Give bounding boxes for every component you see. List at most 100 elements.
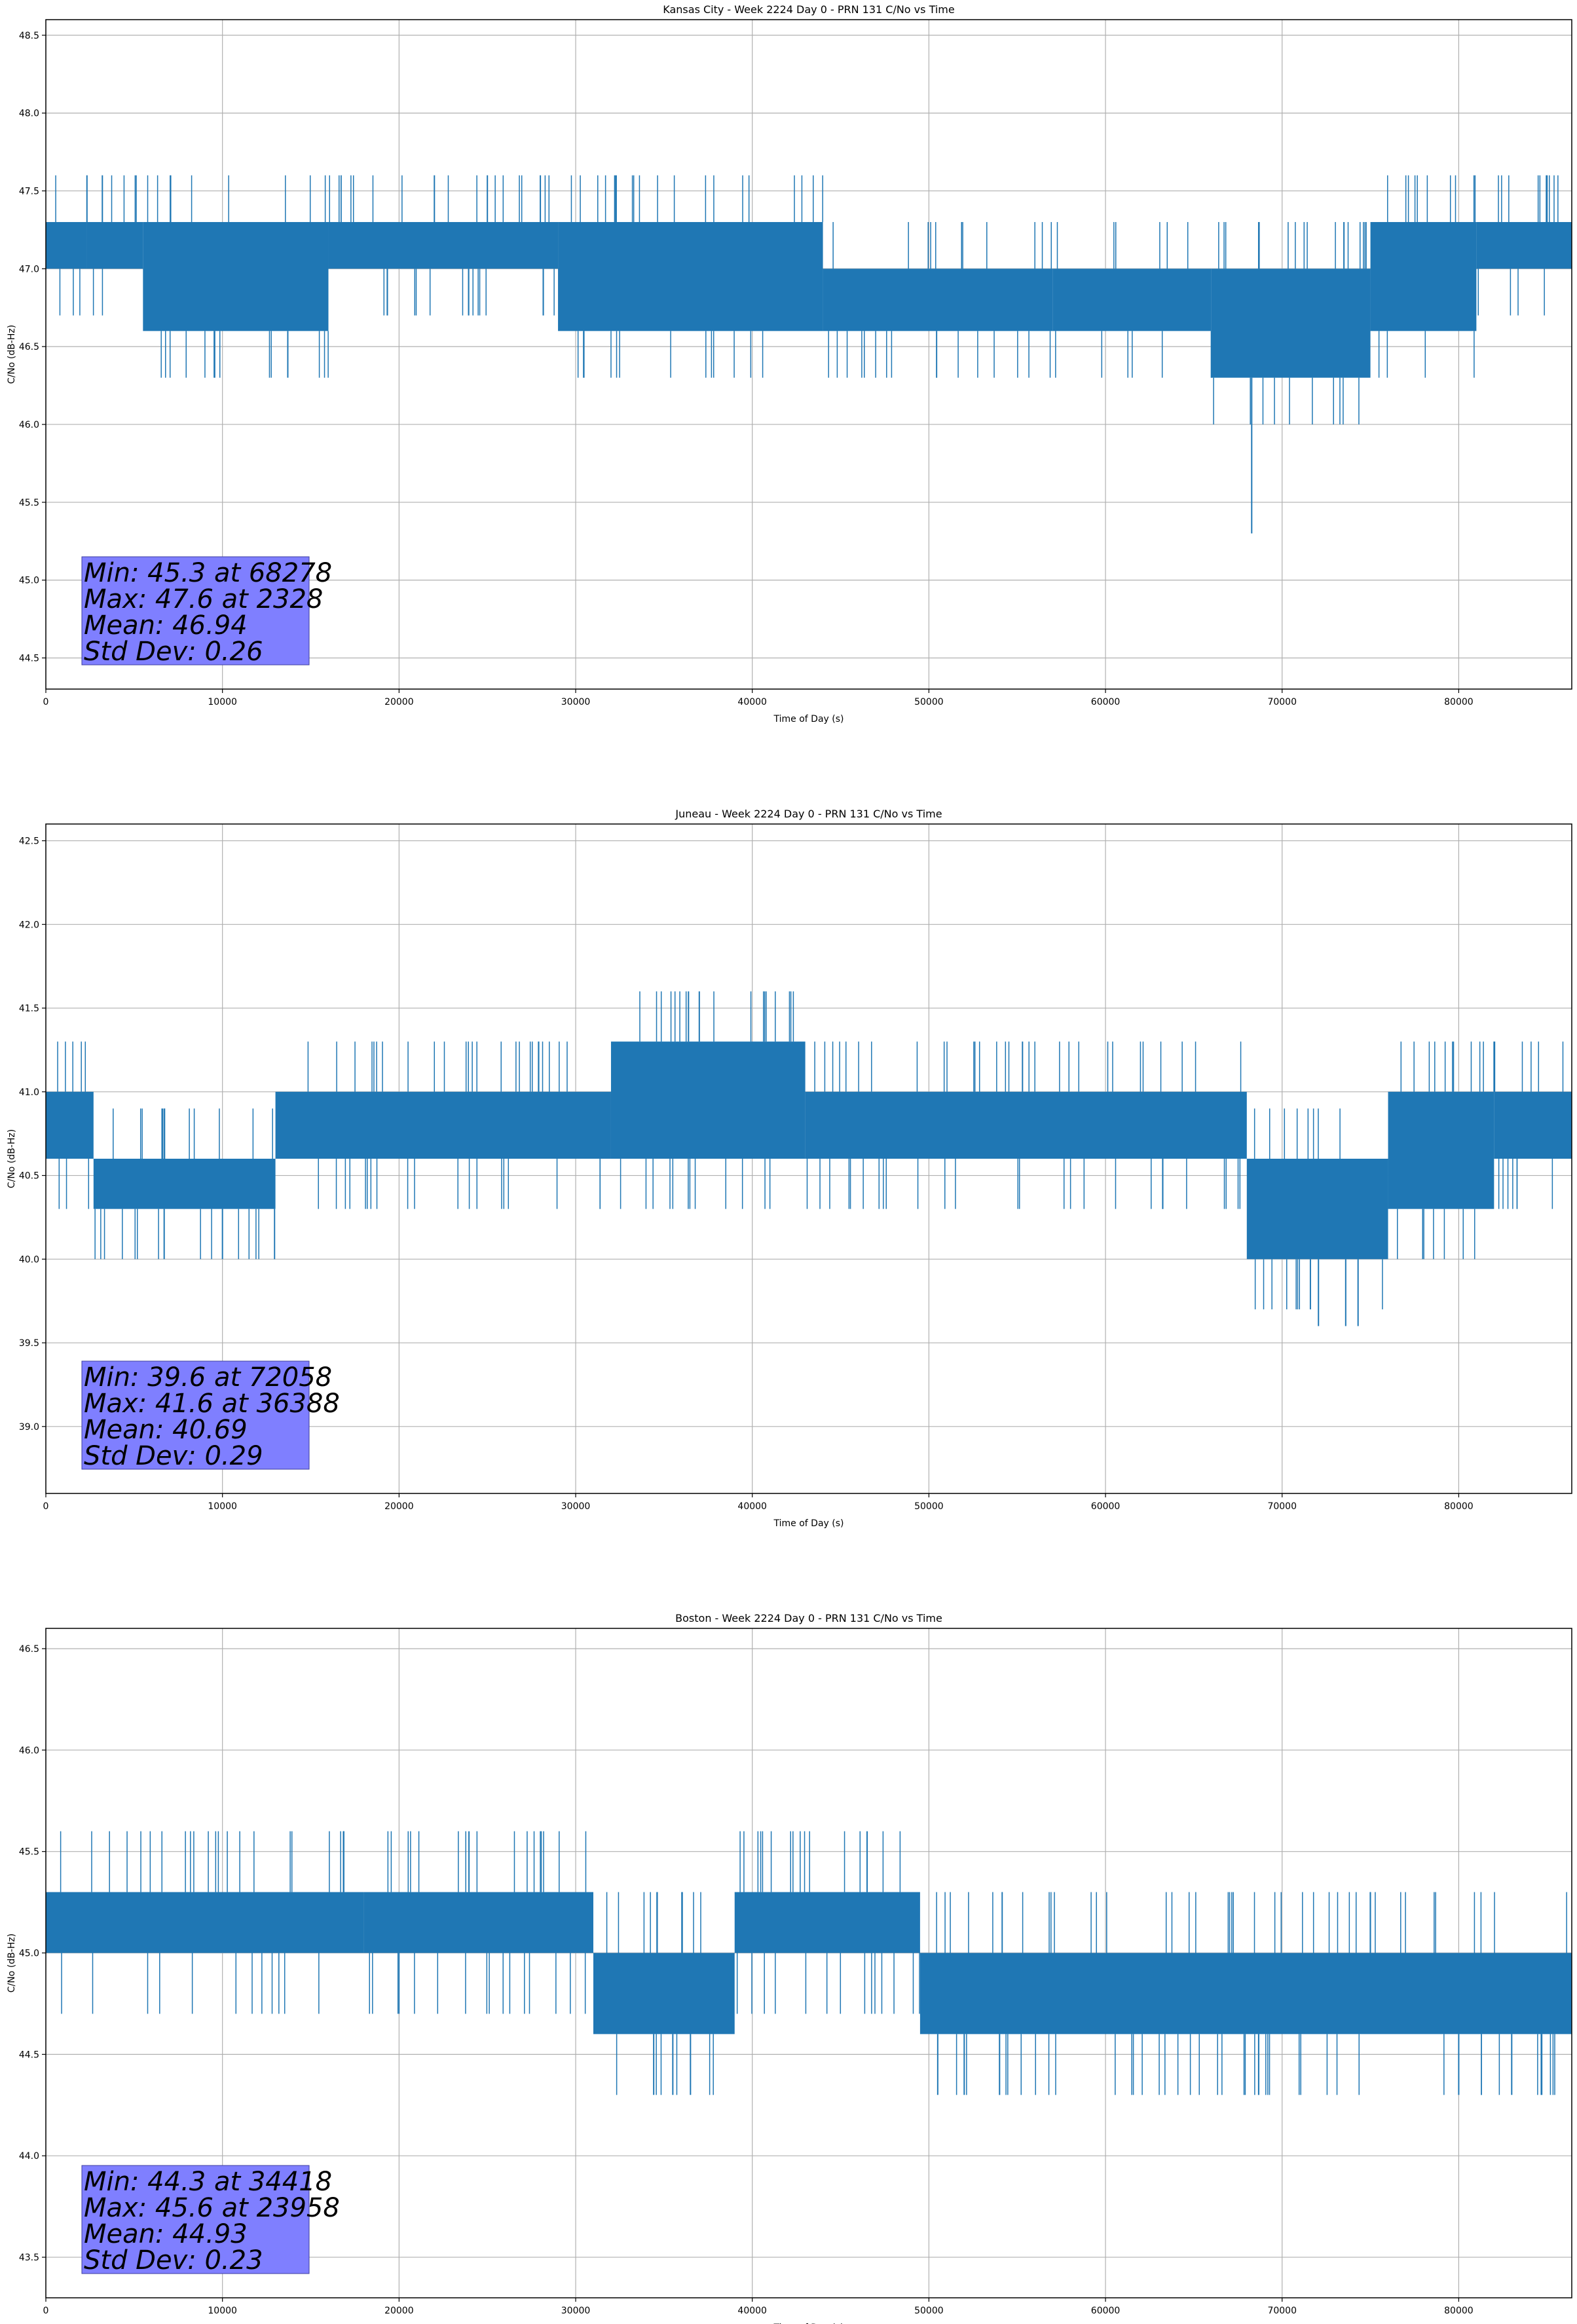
y-tick-label: 45.0 xyxy=(19,576,39,586)
data-band xyxy=(593,1953,735,2034)
y-tick-label: 46.5 xyxy=(19,342,39,352)
axes-frame xyxy=(45,823,1572,1494)
stats-min: Min: 44.3 at 34418 xyxy=(84,2167,332,2197)
data-band xyxy=(1370,221,1477,331)
y-tick-label: 40.5 xyxy=(19,1171,39,1182)
y-tick-label: 44.0 xyxy=(19,2151,39,2162)
x-tick-label: 60000 xyxy=(1091,1501,1121,1512)
x-axis-label: Time of Day (s) xyxy=(773,2323,844,2324)
y-axis-label: C/No (dB-Hz) xyxy=(7,325,17,384)
stats-mean: Mean: 46.94 xyxy=(84,610,248,641)
x-tick-label: 30000 xyxy=(561,697,591,707)
x-tick-label: 70000 xyxy=(1267,1501,1297,1512)
x-tick-label: 40000 xyxy=(737,2306,767,2316)
data-band xyxy=(919,1953,1572,2034)
y-tick-label: 46.0 xyxy=(19,420,39,430)
data-band xyxy=(1388,1091,1494,1209)
x-tick-label: 20000 xyxy=(384,2306,414,2316)
y-tick-label: 39.0 xyxy=(19,1422,39,1433)
data-band xyxy=(46,221,87,269)
y-tick-label: 47.5 xyxy=(19,186,39,197)
x-tick-label: 10000 xyxy=(208,2306,237,2316)
y-tick-label: 48.5 xyxy=(19,31,39,41)
x-tick-label: 50000 xyxy=(914,2306,944,2316)
y-tick-label: 39.5 xyxy=(19,1338,39,1349)
chart-panels: Kansas City - Week 2224 Day 0 - PRN 131 … xyxy=(7,3,1572,2324)
x-axis-label: Time of Day (s) xyxy=(773,1518,844,1529)
y-tick-label: 47.0 xyxy=(19,264,39,274)
y-tick-label: 42.0 xyxy=(19,920,39,930)
data-band xyxy=(805,1091,1247,1159)
stats-min: Min: 39.6 at 72058 xyxy=(84,1362,332,1393)
data-band xyxy=(46,1091,94,1159)
stats-box xyxy=(81,2165,310,2274)
data-band xyxy=(734,1892,920,1953)
y-tick-label: 41.5 xyxy=(19,1003,39,1014)
x-tick-label: 30000 xyxy=(561,2306,591,2316)
x-tick-label: 0 xyxy=(43,697,49,707)
data-band xyxy=(328,221,559,269)
y-tick-label: 41.0 xyxy=(19,1087,39,1098)
chart-panel: Kansas City - Week 2224 Day 0 - PRN 131 … xyxy=(7,3,1572,724)
x-tick-label: 50000 xyxy=(914,1501,944,1512)
series-line xyxy=(46,175,1572,534)
y-tick-label: 48.0 xyxy=(19,109,39,119)
y-tick-label: 43.5 xyxy=(19,2253,39,2263)
data-band xyxy=(93,1159,276,1209)
y-tick-label: 40.0 xyxy=(19,1254,39,1265)
data-band xyxy=(1052,269,1212,331)
x-tick-label: 70000 xyxy=(1267,697,1297,707)
x-tick-label: 0 xyxy=(43,1501,49,1512)
stats-mean: Mean: 44.93 xyxy=(84,2219,248,2249)
x-tick-label: 0 xyxy=(43,2306,49,2316)
data-band xyxy=(46,1892,364,1953)
stats-std: Std Dev: 0.23 xyxy=(84,2245,263,2276)
x-tick-label: 80000 xyxy=(1444,1501,1474,1512)
chart-title: Kansas City - Week 2224 Day 0 - PRN 131 … xyxy=(663,3,954,16)
series-line xyxy=(46,1831,1572,2095)
stats-std: Std Dev: 0.29 xyxy=(84,1441,263,1471)
data-band xyxy=(1211,269,1371,378)
axes-frame xyxy=(45,1628,1572,2298)
y-tick-label: 44.5 xyxy=(19,2050,39,2060)
y-tick-label: 45.0 xyxy=(19,1949,39,1959)
x-tick-label: 20000 xyxy=(384,1501,414,1512)
data-band xyxy=(1476,221,1572,269)
stats-mean: Mean: 40.69 xyxy=(84,1415,248,1445)
stats-max: Max: 45.6 at 23958 xyxy=(84,2193,340,2223)
y-tick-label: 45.5 xyxy=(19,498,39,508)
x-tick-label: 50000 xyxy=(914,697,944,707)
data-band xyxy=(1494,1091,1572,1159)
axes-frame xyxy=(45,19,1572,690)
y-tick-label: 42.5 xyxy=(19,836,39,847)
x-tick-label: 80000 xyxy=(1444,2306,1474,2316)
data-band xyxy=(610,1041,806,1159)
y-tick-label: 45.5 xyxy=(19,1847,39,1858)
x-tick-label: 70000 xyxy=(1267,2306,1297,2316)
x-tick-label: 10000 xyxy=(208,697,237,707)
stats-box xyxy=(81,556,310,665)
x-tick-label: 40000 xyxy=(737,1501,767,1512)
chart-panel: Juneau - Week 2224 Day 0 - PRN 131 C/No … xyxy=(7,808,1572,1529)
y-axis-label: C/No (dB-Hz) xyxy=(7,1129,17,1188)
x-axis-label: Time of Day (s) xyxy=(773,714,844,724)
data-band xyxy=(558,221,823,331)
stats-max: Max: 41.6 at 36388 xyxy=(84,1389,340,1419)
y-tick-label: 46.5 xyxy=(19,1644,39,1655)
x-tick-label: 30000 xyxy=(561,1501,591,1512)
stats-min: Min: 45.3 at 68278 xyxy=(84,558,332,588)
x-tick-label: 10000 xyxy=(208,1501,237,1512)
y-tick-label: 46.0 xyxy=(19,1746,39,1756)
data-band xyxy=(823,269,1053,331)
data-band xyxy=(143,221,329,331)
stats-box xyxy=(81,1360,310,1470)
chart-panel: Boston - Week 2224 Day 0 - PRN 131 C/No … xyxy=(7,1612,1572,2324)
x-tick-label: 80000 xyxy=(1444,697,1474,707)
data-band xyxy=(86,221,143,269)
data-band xyxy=(1246,1159,1388,1260)
data-band xyxy=(363,1892,593,1953)
x-tick-label: 40000 xyxy=(737,697,767,707)
y-tick-label: 44.5 xyxy=(19,653,39,664)
data-band xyxy=(275,1091,611,1159)
